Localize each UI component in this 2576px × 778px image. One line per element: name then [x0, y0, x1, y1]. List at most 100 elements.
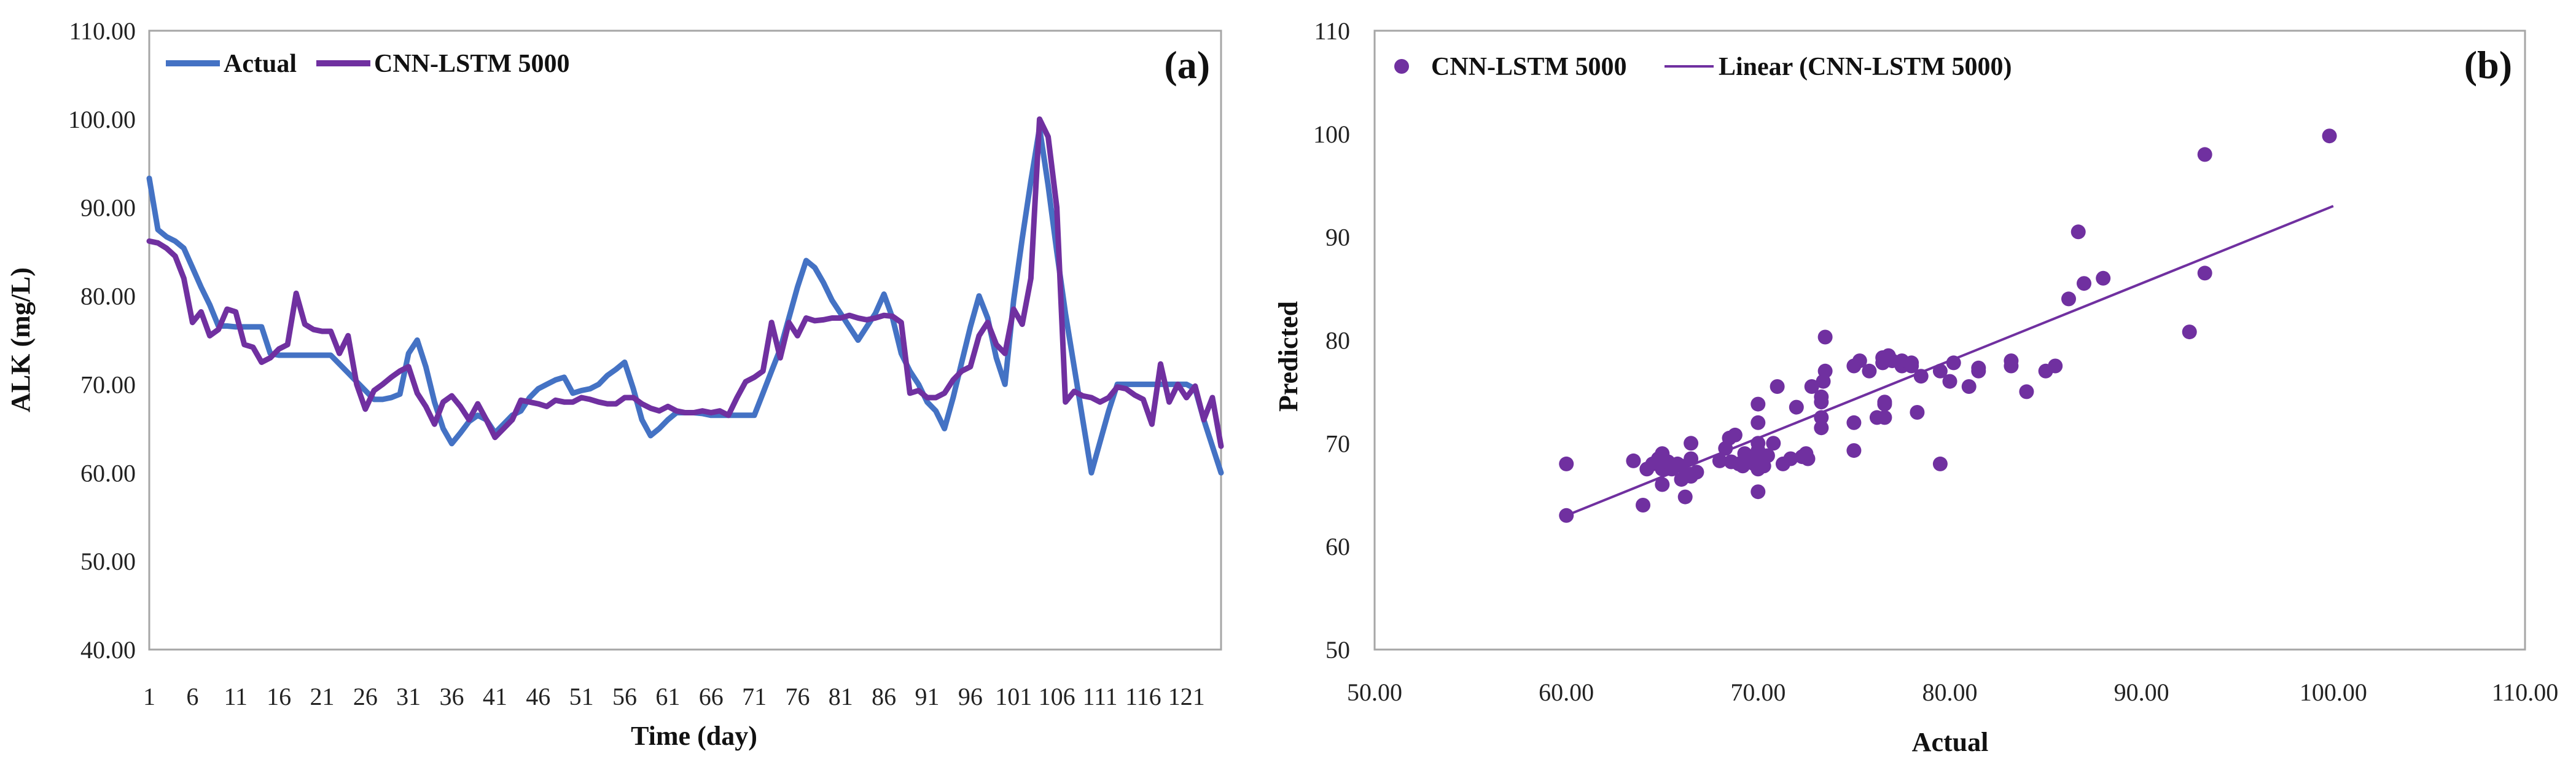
scatter-point — [1766, 436, 1781, 451]
panel-a-x-tick-label: 56 — [612, 683, 637, 710]
panel-b-y-ticks: 50 60 70 80 90 100 110 — [1313, 17, 1350, 664]
panel-a-x-tick-label: 71 — [742, 683, 767, 710]
panel-a-x-tick-label: 86 — [872, 683, 896, 710]
scatter-point — [1559, 456, 1574, 471]
scatter-point — [1770, 379, 1785, 394]
panel-a-x-tick-label: 26 — [353, 683, 378, 710]
scatter-point — [2004, 358, 2019, 374]
panel-a-y-tick-label: 40.00 — [80, 636, 136, 664]
panel-a-y-tick-label: 110.00 — [69, 17, 136, 45]
scatter-point — [2096, 270, 2111, 286]
scatter-point — [1877, 395, 1892, 410]
scatter-point — [1751, 436, 1766, 451]
panel-a-y-tick-label: 60.00 — [80, 459, 136, 487]
panel-a-series — [146, 116, 1224, 476]
panel-a-x-tick-label: 61 — [655, 683, 680, 710]
scatter-point — [1677, 489, 1693, 505]
panel-a-x-tick-label: 41 — [483, 683, 507, 710]
scatter-point — [2322, 128, 2337, 144]
scatter-point — [1804, 379, 1819, 394]
scatter-point — [1932, 456, 1948, 471]
scatter-point — [1626, 453, 1641, 468]
scatter-point — [1846, 443, 1862, 458]
panel-b-scatter-chart: 50 60 70 80 90 100 110 50.00 60.00 70.00 80.00 90.… — [1273, 17, 2558, 757]
scatter-point — [1961, 379, 1977, 394]
scatter-point — [1783, 451, 1798, 466]
scatter-point — [2061, 291, 2076, 307]
panel-a-series-line-1 — [146, 116, 1224, 449]
scatter-point — [1910, 405, 1925, 420]
panel-a-x-tick-label: 1 — [143, 683, 155, 710]
panel-a-x-tick-label: 16 — [267, 683, 291, 710]
scatter-point — [1684, 436, 1699, 451]
panel-a-x-tick-label: 6 — [186, 683, 198, 710]
panel-a-x-tick-label: 111 — [1082, 683, 1117, 710]
legend-label-actual: Actual — [224, 50, 297, 78]
scatter-point — [1942, 374, 1957, 389]
panel-a-y-ticks: 40.00 50.00 60.00 70.00 80.00 90.00 100.00 110.… — [68, 17, 136, 664]
panel-a-y-tick-label: 80.00 — [80, 283, 136, 310]
scatter-point — [1913, 369, 1929, 384]
scatter-point — [2019, 384, 2034, 399]
panel-b-points — [1559, 128, 2337, 523]
panel-a-x-tick-label: 21 — [310, 683, 334, 710]
scatter-point — [1814, 420, 1829, 436]
scatter-point — [1727, 427, 1743, 442]
panel-a-x-tick-label: 31 — [396, 683, 421, 710]
panel-b-y-tick-label: 60 — [1325, 533, 1350, 560]
panel-a-y-tick-label: 90.00 — [80, 194, 136, 222]
panel-a-x-ticks: 1 6 11 16 21 26 31 36 41 46 51 56 61 66 71 76 81 86 91 96 10… — [143, 683, 1205, 710]
panel-b-x-tick-label: 90.00 — [2114, 678, 2169, 706]
panel-b-x-tick-label: 70.00 — [1730, 678, 1786, 706]
panel-a-legend: Actual CNN-LSTM 5000 — [166, 50, 570, 78]
scatter-point — [1751, 415, 1766, 430]
panel-b-y-axis-title: Predicted — [1273, 301, 1303, 412]
scatter-point — [2197, 265, 2212, 281]
scatter-point — [2048, 358, 2063, 374]
panel-a-label: (a) — [1164, 43, 1210, 87]
panel-a-y-tick-label: 100.00 — [68, 106, 136, 133]
scatter-point — [1655, 477, 1670, 492]
panel-b-y-tick-label: 100 — [1313, 120, 1350, 148]
panel-a-x-axis-title: Time (day) — [631, 721, 757, 751]
legend-label-linear: Linear (CNN-LSTM 5000) — [1719, 53, 2012, 81]
panel-a-y-tick-label: 50.00 — [80, 548, 136, 575]
scatter-point — [1751, 484, 1766, 500]
legend-marker-cnn-lstm — [1394, 59, 1409, 74]
panel-b-y-tick-label: 110 — [1314, 17, 1350, 45]
scatter-point — [2197, 147, 2212, 162]
panel-b-y-tick-label: 80 — [1325, 327, 1350, 355]
scatter-point — [1846, 415, 1862, 430]
scatter-point — [2077, 276, 2091, 291]
scatter-point — [1817, 329, 1833, 345]
scatter-point — [1946, 355, 1961, 371]
scatter-point — [1932, 363, 1948, 379]
panel-a-x-tick-label: 11 — [224, 683, 248, 710]
panel-b-legend: CNN-LSTM 5000 Linear (CNN-LSTM 5000) — [1394, 53, 2012, 81]
scatter-point — [1971, 360, 1986, 375]
panel-a-x-tick-label: 91 — [915, 683, 940, 710]
scatter-point — [1800, 451, 1816, 466]
scatter-point — [1814, 410, 1829, 425]
panel-a-x-tick-label: 76 — [785, 683, 810, 710]
panel-b-x-tick-label: 110.00 — [2492, 678, 2559, 706]
panel-b-x-tick-label: 50.00 — [1347, 678, 1402, 706]
scatter-point — [1712, 453, 1727, 468]
scatter-point — [2182, 324, 2197, 340]
scatter-point — [2071, 224, 2086, 240]
panel-b-y-tick-label: 90 — [1325, 224, 1350, 251]
scatter-point — [1789, 399, 1804, 415]
panel-b-plot-area — [1373, 29, 2526, 651]
panel-a-y-tick-label: 70.00 — [80, 371, 136, 398]
panel-a-x-tick-label: 36 — [440, 683, 464, 710]
panel-a-x-tick-label: 81 — [829, 683, 853, 710]
panel-a-x-tick-label: 66 — [699, 683, 724, 710]
panel-a-x-tick-label: 51 — [569, 683, 594, 710]
panel-a-x-tick-label: 46 — [526, 683, 550, 710]
scatter-point — [1684, 451, 1699, 466]
panel-b-x-tick-label: 60.00 — [1539, 678, 1594, 706]
scatter-point — [1751, 396, 1766, 412]
scatter-point — [1852, 353, 1867, 369]
panel-a-x-tick-label: 121 — [1168, 683, 1205, 710]
